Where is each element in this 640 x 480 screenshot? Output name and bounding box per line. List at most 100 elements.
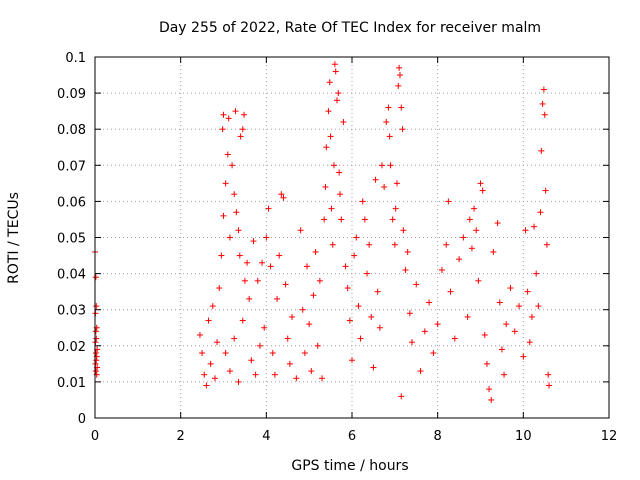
data-point (297, 227, 304, 234)
data-point (93, 303, 100, 310)
data-point (222, 180, 229, 187)
x-tick-label: 10 (515, 429, 532, 444)
data-point (426, 299, 433, 306)
data-point (468, 245, 475, 252)
y-tick-label: 0.04 (57, 268, 86, 283)
data-point (393, 180, 400, 187)
plot-frame (94, 56, 610, 419)
data-point (276, 252, 283, 259)
data-point (252, 371, 259, 378)
data-point (475, 277, 482, 284)
data-point (93, 357, 100, 364)
data-point (301, 350, 308, 357)
data-point (541, 111, 548, 118)
x-tick-label: 12 (601, 429, 618, 444)
data-point (451, 335, 458, 342)
data-point (460, 234, 467, 241)
data-point (237, 133, 244, 140)
x-tick-label: 0 (91, 429, 99, 444)
data-point (225, 115, 232, 122)
data-point (400, 227, 407, 234)
y-tick-label: 0.07 (57, 159, 86, 174)
data-point (477, 180, 484, 187)
y-tick-label: 0.09 (57, 87, 86, 102)
data-point (366, 241, 373, 248)
data-point (231, 191, 238, 198)
data-point (327, 133, 334, 140)
y-tick-label: 0.05 (57, 232, 86, 247)
data-point (274, 295, 281, 302)
data-point (456, 256, 463, 263)
x-tick-label: 4 (262, 429, 270, 444)
data-point (522, 227, 529, 234)
y-axis-label: ROTI / TECUs (6, 192, 22, 284)
data-point (535, 303, 542, 310)
data-point (389, 216, 396, 223)
data-point (398, 104, 405, 111)
data-point (323, 144, 330, 151)
data-point (248, 357, 255, 364)
data-point (516, 303, 523, 310)
data-point (471, 205, 478, 212)
data-point (207, 360, 214, 367)
data-point (538, 147, 545, 154)
data-point (540, 86, 547, 93)
data-point (284, 335, 291, 342)
data-point (434, 321, 441, 328)
y-tick-label: 0.1 (65, 51, 86, 66)
data-point (486, 386, 493, 393)
data-point (464, 313, 471, 320)
data-point (351, 252, 358, 259)
data-point (271, 371, 278, 378)
data-point (261, 324, 268, 331)
data-point (402, 266, 409, 273)
data-point (466, 216, 473, 223)
data-point (239, 126, 246, 133)
data-point (396, 64, 403, 71)
data-point (326, 79, 333, 86)
data-point (226, 234, 233, 241)
data-point (355, 303, 362, 310)
data-point (331, 61, 338, 68)
data-point (391, 241, 398, 248)
data-point (430, 350, 437, 357)
data-point (447, 288, 454, 295)
data-point (349, 357, 355, 364)
data-point (220, 111, 227, 118)
y-tick-label: 0.06 (57, 195, 86, 210)
y-tick-label: 0.01 (57, 376, 86, 391)
data-point (545, 371, 552, 378)
data-point (488, 396, 495, 403)
data-point (344, 285, 351, 292)
data-point (331, 162, 338, 169)
data-point (250, 238, 257, 245)
data-point (222, 350, 229, 357)
data-point (226, 368, 233, 375)
data-point (214, 339, 221, 346)
data-point (404, 248, 411, 255)
data-point (328, 205, 335, 212)
data-points (92, 61, 553, 403)
data-point (524, 288, 531, 295)
chart-title: Day 255 of 2022, Rate Of TEC Index for r… (159, 20, 541, 36)
data-point (417, 368, 424, 375)
data-point (232, 108, 239, 115)
data-point (342, 263, 349, 270)
data-point (306, 321, 313, 328)
data-point (473, 227, 480, 234)
data-point (92, 274, 99, 281)
data-point (337, 191, 344, 198)
data-point (528, 313, 535, 320)
data-point (498, 346, 505, 353)
data-point (244, 259, 251, 266)
data-point (329, 241, 336, 248)
data-point (539, 100, 546, 107)
data-point (220, 212, 227, 219)
data-point (233, 209, 240, 216)
data-point (278, 191, 285, 198)
data-point (254, 277, 261, 284)
data-point (383, 118, 390, 125)
data-point (269, 350, 276, 357)
data-point (199, 350, 206, 357)
data-point (494, 220, 501, 227)
